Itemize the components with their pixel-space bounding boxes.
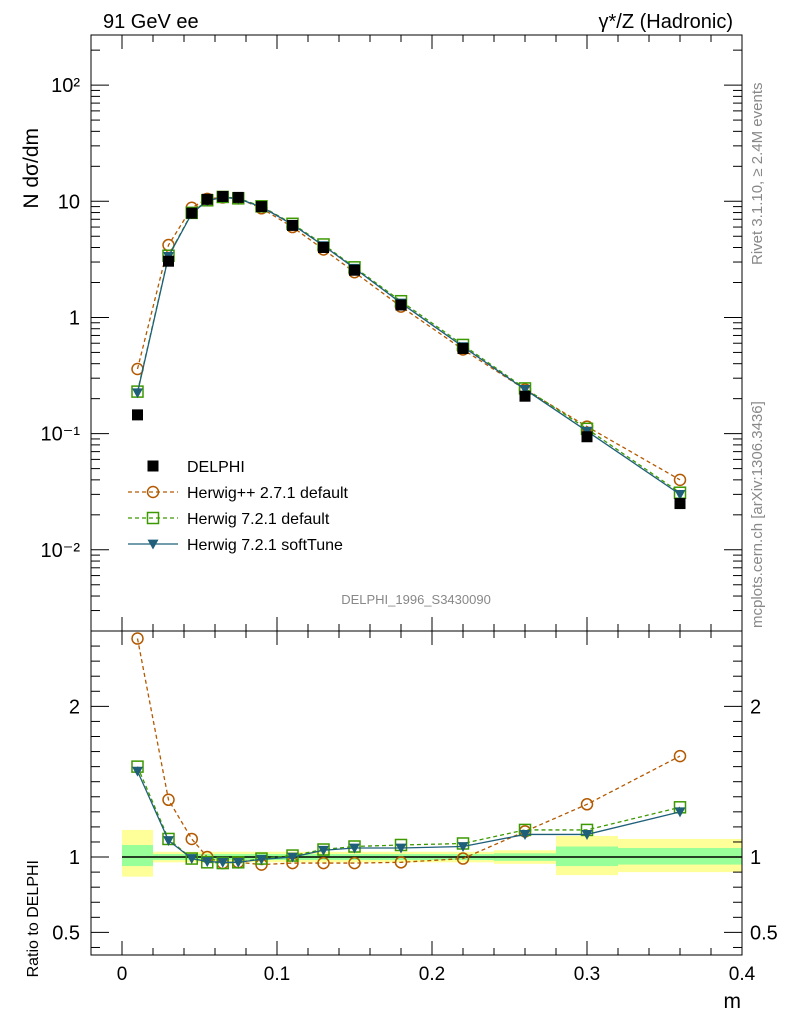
main-point-delphi <box>674 498 686 510</box>
ratio-point-herwig-7-2-1-softtune <box>232 857 244 868</box>
main-point-herwig-2-7-1-default <box>673 473 687 487</box>
axes-and-ticks: 0 0.1 0.2 0.3 0.4 10⁻² 10⁻¹ 1 10 10² 0.5 0.5 1 1 2 2 <box>41 35 778 985</box>
x-axis-title: m <box>724 990 742 1013</box>
ratio-point-herwig-7-2-1-softtune <box>318 845 329 856</box>
ratio-point-herwig-2-7-1-default <box>580 798 594 811</box>
main-point-delphi <box>163 255 174 267</box>
x-tick-label: 0.2 <box>419 964 445 985</box>
mcplots-label: mcplots.cern.ch [arXiv:1306.3436] <box>749 401 766 628</box>
main-point-delphi <box>256 201 267 213</box>
main-point-delphi <box>457 343 469 355</box>
ratio-point-herwig-7-2-1-softtune <box>349 843 360 854</box>
main-series-group <box>131 190 687 510</box>
analysis-watermark: DELPHI_1996_S3430090 <box>341 592 491 607</box>
ratio-y-tick-label: 0.5 <box>52 922 80 944</box>
main-point-delphi <box>287 219 298 231</box>
ratio-line-herwig-2-7-1-default <box>136 638 681 866</box>
ratio-point-herwig-7-2-1-softtune <box>674 807 686 818</box>
ratio-point-herwig-7-2-1-softtune <box>581 830 593 840</box>
ratio-point-herwig-7-2-1-softtune <box>256 854 267 865</box>
main-y-axis-title: N dσ/dm <box>20 128 43 209</box>
ratio-plot-frame <box>90 630 743 956</box>
ratio-y-tick-label: 1 <box>69 847 80 869</box>
legend-marker <box>146 485 160 499</box>
main-point-delphi <box>201 193 213 205</box>
ratio-point-herwig-2-7-1-default <box>162 793 175 807</box>
ratio-point-herwig-7-2-1-softtune <box>201 857 213 868</box>
ratio-point-herwig-7-2-1-softtune <box>457 842 469 852</box>
legend-label: Herwig 7.2.1 default <box>187 511 330 528</box>
main-y-tick-label: 1 <box>69 307 80 329</box>
uncertainty-bands <box>122 829 742 877</box>
ratio-y-tick-label: 2 <box>69 696 80 718</box>
ratio-point-herwig-7-2-1-softtune <box>287 852 298 863</box>
ratio-point-herwig-7-2-1-softtune <box>519 830 531 840</box>
main-point-delphi <box>395 299 407 311</box>
x-tick-label: 0.1 <box>264 964 290 985</box>
legend-label: DELPHI <box>187 459 245 476</box>
ratio-y-tick-label-right: 2 <box>750 696 761 718</box>
main-y-tick-label: 10⁻² <box>41 540 81 562</box>
ratio-point-herwig-2-7-1-default <box>317 856 330 870</box>
ratio-point-herwig-7-2-1-softtune <box>186 854 198 865</box>
legend-marker <box>146 511 160 525</box>
ratio-point-herwig-7-2-1-default <box>216 856 229 870</box>
ratio-point-herwig-2-7-1-default <box>456 852 470 865</box>
legend-marker <box>147 539 159 550</box>
rivet-version-label: Rivet 3.1.10, ≥ 2.4M events <box>749 83 766 266</box>
ratio-point-herwig-7-2-1-softtune <box>163 836 174 846</box>
legend-marker <box>147 460 159 472</box>
ratio-y-tick-label-right: 0.5 <box>750 922 778 944</box>
legend-label: Herwig++ 2.7.1 default <box>187 485 349 502</box>
green-band-3 <box>556 846 618 867</box>
x-tick-label: 0.4 <box>729 964 756 985</box>
ratio-y-axis-title: Ratio to DELPHI <box>25 860 42 977</box>
main-point-herwig-7-2-1-softtune <box>674 489 686 500</box>
x-tick-label: 0.3 <box>574 964 600 985</box>
main-point-herwig-7-2-1-softtune <box>519 385 531 395</box>
main-line-herwig-7-2-1-softtune <box>136 196 681 495</box>
main-point-delphi <box>318 242 329 254</box>
ratio-point-herwig-7-2-1-softtune <box>395 843 407 854</box>
main-point-delphi <box>519 390 531 402</box>
main-point-delphi <box>349 264 360 276</box>
ratio-point-herwig-2-7-1-default <box>131 632 144 645</box>
green-band-4 <box>618 848 742 865</box>
main-y-tick-label: 10⁻¹ <box>41 424 81 446</box>
ratio-point-herwig-7-2-1-softtune <box>217 857 229 868</box>
ratio-series-group <box>131 632 687 871</box>
ratio-point-herwig-7-2-1-softtune <box>132 766 143 777</box>
main-y-tick-label: 10² <box>51 75 80 97</box>
ratio-point-herwig-2-7-1-default <box>394 856 408 869</box>
ratio-point-herwig-2-7-1-default <box>673 749 687 763</box>
main-point-delphi <box>217 190 229 202</box>
ratio-point-herwig-2-7-1-default <box>185 832 198 846</box>
header-left-label: 91 GeV ee <box>103 11 199 33</box>
ratio-point-herwig-2-7-1-default <box>348 856 361 870</box>
main-point-delphi <box>186 207 198 219</box>
x-tick-label: 0 <box>117 964 128 985</box>
ratio-y-tick-label-right: 1 <box>750 847 761 869</box>
green-band-0 <box>122 844 153 867</box>
main-point-delphi <box>232 191 244 203</box>
legend: DELPHI Herwig++ 2.7.1 default Herwig 7.2.1… <box>128 459 349 554</box>
main-line-herwig-7-2-1-default <box>136 196 681 494</box>
legend-label: Herwig 7.2.1 softTune <box>187 537 343 554</box>
main-point-delphi <box>132 409 143 421</box>
main-point-delphi <box>581 431 593 443</box>
main-y-tick-label: 10 <box>58 191 80 213</box>
header-right-label: γ*/Z (Hadronic) <box>599 11 733 33</box>
main-point-herwig-7-2-1-softtune <box>132 388 143 399</box>
